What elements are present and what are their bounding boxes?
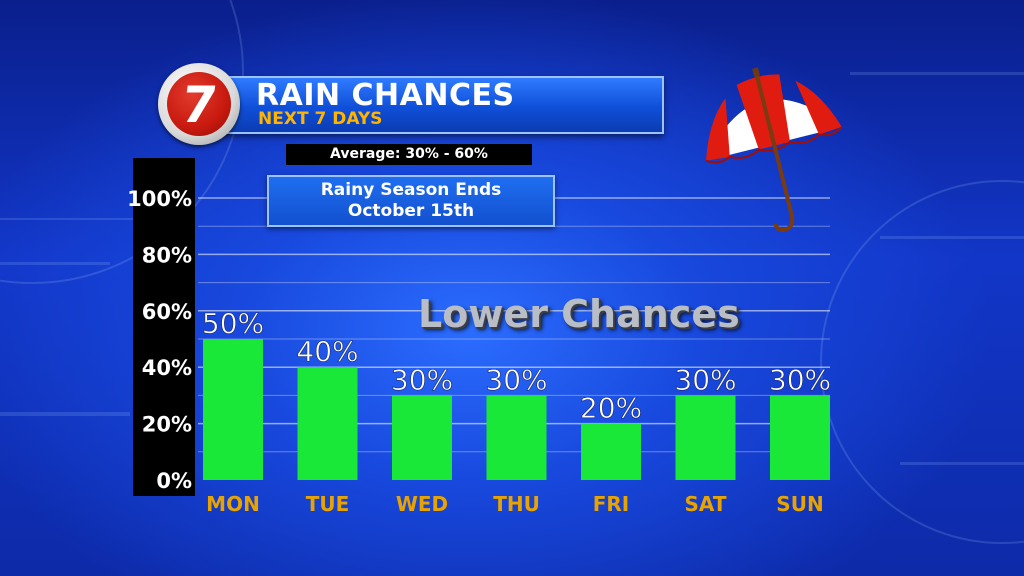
data-label: 20% [580, 392, 642, 425]
y-tick-label: 20% [142, 413, 192, 437]
y-tick-label: 80% [142, 243, 192, 267]
y-axis-panel [133, 158, 195, 496]
season-note-box: Rainy Season Ends October 15th [267, 175, 555, 227]
data-label: 30% [485, 363, 547, 396]
x-tick-label: SAT [685, 492, 727, 516]
x-tick-label: TUE [306, 492, 350, 516]
average-note: Average: 30% - 60% [286, 144, 532, 165]
data-label: 30% [391, 363, 453, 396]
data-label: 30% [769, 363, 831, 396]
y-tick-label: 0% [156, 469, 192, 493]
x-tick-label: THU [493, 492, 540, 516]
season-note-line1: Rainy Season Ends [320, 180, 502, 200]
data-label: 30% [674, 363, 736, 396]
x-tick-label: SUN [776, 492, 823, 516]
bar-sun [770, 395, 830, 480]
station-logo-badge: 7 [167, 72, 231, 136]
station-logo-text: 7 [177, 76, 221, 134]
x-tick-label: FRI [593, 492, 630, 516]
x-tick-label: WED [396, 492, 448, 516]
bar-sat [675, 395, 736, 480]
data-label: 50% [202, 307, 264, 340]
station-logo: 7 [158, 63, 240, 145]
bar-thu [486, 395, 547, 480]
bar-tue [297, 367, 358, 480]
bar-wed [392, 395, 452, 480]
background-streak [850, 72, 1024, 75]
season-note-line2: October 15th [347, 201, 475, 221]
title-banner: RAIN CHANCES NEXT 7 DAYS [222, 76, 664, 134]
x-tick-label: MON [206, 492, 260, 516]
data-label: 40% [296, 335, 358, 368]
lower-chances-annotation: Lower Chances [418, 292, 740, 336]
bar-mon [203, 339, 263, 480]
y-tick-label: 100% [127, 187, 192, 211]
y-tick-label: 40% [142, 356, 192, 380]
bar-fri [581, 423, 641, 480]
umbrella-icon [705, 67, 843, 232]
chart-subtitle: NEXT 7 DAYS [258, 109, 383, 129]
y-tick-label: 60% [142, 300, 192, 324]
background-streak [0, 412, 130, 416]
chart-title: RAIN CHANCES [256, 78, 515, 113]
